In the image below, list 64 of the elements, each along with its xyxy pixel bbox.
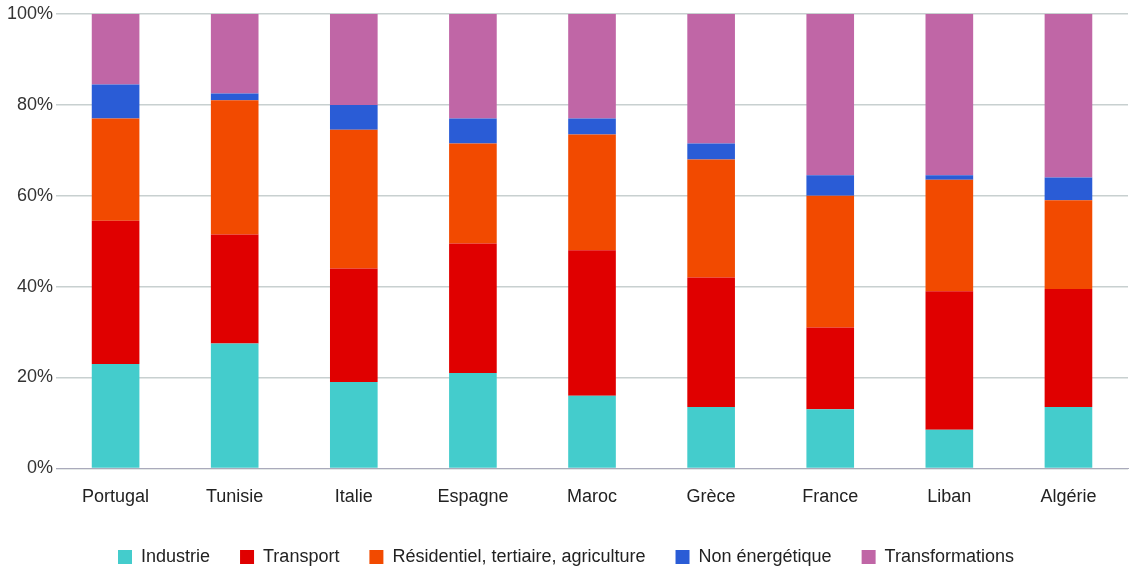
bar [1044,407,1093,468]
y-tick-label: 80% [17,93,54,114]
bar [210,234,259,344]
y-tick-label: 20% [17,366,54,387]
legend-label: Résidentiel, tertiaire, agriculture [392,545,646,566]
bar [806,14,855,176]
bar [568,250,616,396]
legend-label: Transformations [884,545,1014,566]
bar [1044,177,1093,201]
bar [329,104,378,130]
bar [806,175,855,196]
x-tick-label: Espagne [437,486,509,507]
bar [1044,14,1093,178]
bar [91,118,140,221]
legend-label: Industrie [141,545,211,566]
bar [925,179,974,292]
bar [449,243,497,373]
bar [329,382,378,468]
bar [568,118,616,135]
x-tick-label: Maroc [567,486,618,507]
bar [91,14,140,85]
bar [449,118,497,144]
x-tick-label: Tunisie [206,486,264,507]
y-tick-label: 100% [6,2,54,23]
y-tick-label: 0% [27,457,54,478]
bar [925,14,974,176]
y-tick-label: 60% [17,184,54,205]
bar [568,14,616,119]
bar [806,409,855,468]
x-tick-label: Italie [334,486,373,507]
bar [91,220,140,364]
x-tick-label: Algérie [1040,486,1097,507]
bar [806,327,855,410]
bar [1044,200,1093,289]
bar [925,291,974,430]
bar [449,143,497,244]
bar [1044,288,1093,408]
legend-label: Transport [263,545,340,566]
bar [91,363,140,468]
x-tick-label: Portugal [82,486,150,507]
bar [568,134,616,251]
y-tick-label: 40% [17,275,54,296]
bar [806,195,855,328]
bar [925,175,974,180]
x-tick-label: Liban [927,486,972,507]
x-tick-label: France [802,486,859,507]
bar [329,268,378,383]
bar [687,407,735,468]
legend-label: Non énergétique [698,545,832,566]
bar [687,277,735,408]
bar [687,14,735,144]
bar [91,84,140,119]
bar [925,429,974,468]
bar [568,395,616,468]
bar [449,14,497,119]
bar [687,143,735,160]
bar [449,372,497,468]
bar [210,14,259,94]
bar [687,159,735,278]
bar [210,100,259,235]
x-tick-label: Grèce [686,486,736,507]
bar [329,14,378,105]
bar [210,343,259,468]
bar [329,129,378,269]
